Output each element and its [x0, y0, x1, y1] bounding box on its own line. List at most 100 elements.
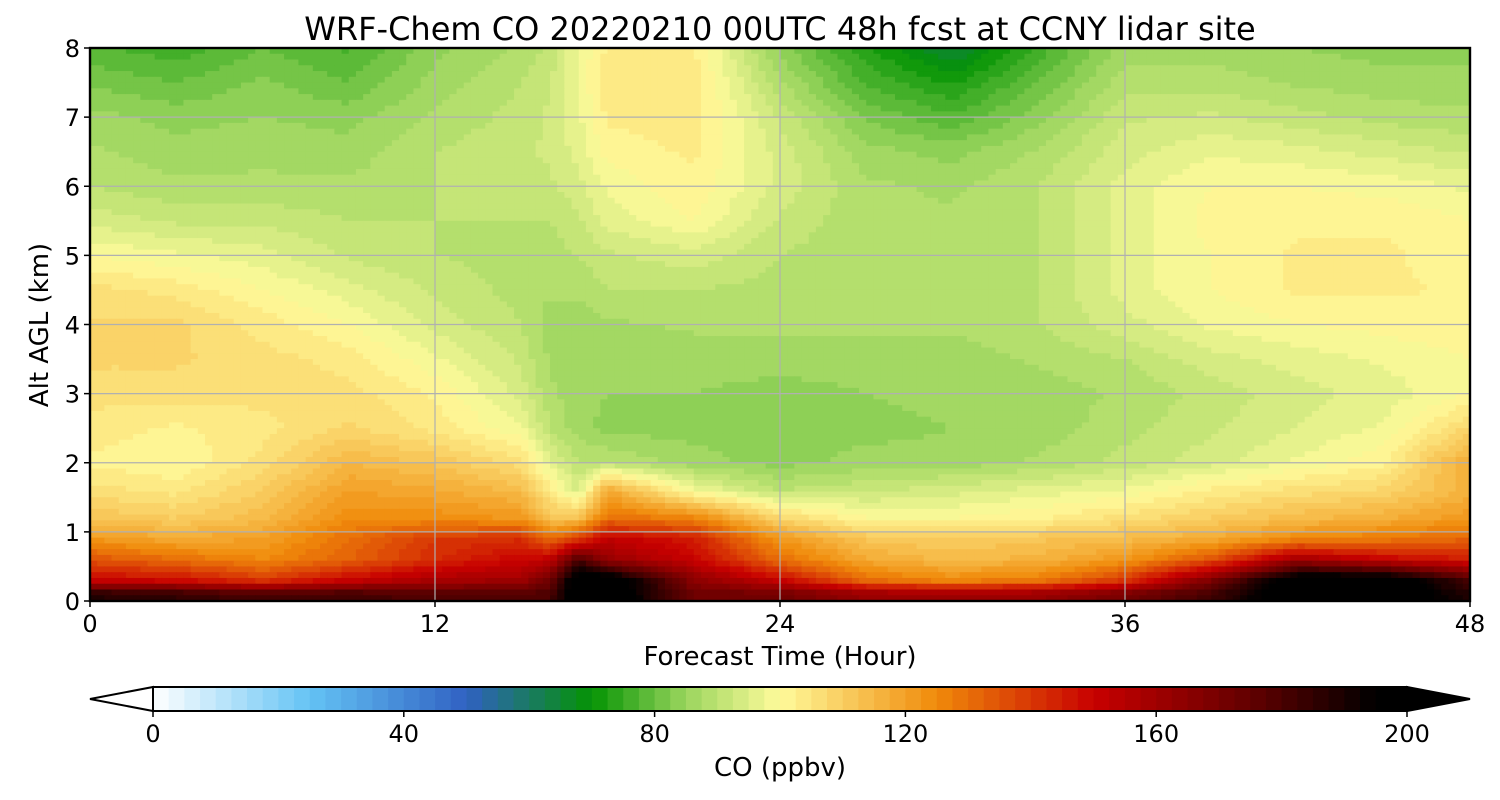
heatmap-cell	[1117, 140, 1126, 147]
heatmap-cell	[391, 76, 400, 84]
heatmap-cell	[571, 53, 580, 61]
heatmap-cell	[959, 140, 968, 147]
heatmap-cell	[1031, 71, 1040, 78]
heatmap-cell	[1053, 174, 1061, 182]
heatmap-cell	[981, 168, 990, 176]
heatmap-cell	[578, 192, 587, 199]
heatmap-cell	[1096, 111, 1105, 118]
heatmap-cell	[133, 59, 141, 66]
heatmap-cell	[1053, 168, 1061, 176]
heatmap-cell	[449, 53, 458, 61]
heatmap-cell	[528, 48, 537, 55]
heatmap-cell	[887, 82, 896, 89]
heatmap-cell	[801, 186, 810, 193]
heatmap-cell	[693, 59, 702, 66]
heatmap-cell	[435, 65, 443, 72]
heatmap-cell	[995, 157, 1004, 164]
heatmap-cell	[1132, 180, 1140, 187]
heatmap-cell	[348, 145, 357, 153]
heatmap-cell	[1160, 105, 1169, 112]
heatmap-cell	[197, 140, 206, 147]
heatmap-cell	[420, 94, 429, 101]
heatmap-cell	[104, 48, 113, 55]
heatmap-cell	[1204, 99, 1212, 107]
heatmap-cell	[499, 105, 508, 112]
heatmap-cell	[161, 48, 170, 55]
heatmap-cell	[1024, 192, 1033, 199]
heatmap-cell	[147, 140, 156, 147]
heatmap-cell	[1175, 76, 1184, 84]
heatmap-cell	[205, 145, 213, 153]
heatmap-cell	[938, 163, 946, 170]
heatmap-cell	[305, 94, 314, 101]
heatmap-cell	[859, 65, 867, 72]
heatmap-cell	[1074, 111, 1083, 118]
heatmap-cell	[370, 111, 379, 118]
heatmap-cell	[1153, 76, 1162, 84]
heatmap-cell	[815, 117, 824, 124]
heatmap-cell	[97, 94, 105, 101]
heatmap-cell	[125, 168, 134, 176]
heatmap-cell	[700, 128, 709, 136]
heatmap-cell	[1340, 168, 1349, 176]
heatmap-cell	[298, 168, 307, 176]
heatmap-cell	[1283, 53, 1291, 61]
heatmap-cell	[1010, 163, 1018, 170]
heatmap-cell	[298, 117, 307, 124]
heatmap-cell	[370, 128, 379, 136]
heatmap-cell	[744, 192, 752, 199]
heatmap-cell	[377, 174, 386, 182]
heatmap-cell	[355, 157, 364, 164]
heatmap-cell	[679, 111, 688, 118]
heatmap-cell	[161, 53, 170, 61]
heatmap-cell	[1376, 192, 1385, 199]
heatmap-cell	[140, 111, 149, 118]
heatmap-cell	[1002, 128, 1011, 136]
heatmap-cell	[248, 117, 256, 124]
heatmap-cell	[1390, 180, 1399, 187]
heatmap-cell	[1362, 76, 1370, 84]
heatmap-cell	[830, 174, 839, 182]
heatmap-cell	[1254, 48, 1263, 55]
heatmap-cell	[463, 82, 472, 89]
heatmap-cell	[722, 111, 731, 118]
heatmap-cell	[715, 53, 724, 61]
heatmap-cell	[514, 186, 522, 193]
heatmap-cell	[1038, 192, 1047, 199]
heatmap-cell	[248, 128, 256, 136]
heatmap-cell	[722, 151, 731, 159]
heatmap-cell	[219, 111, 228, 118]
heatmap-cell	[672, 111, 680, 118]
heatmap-cell	[1038, 117, 1047, 124]
heatmap-cell	[1089, 111, 1097, 118]
heatmap-cell	[1240, 117, 1248, 124]
heatmap-cell	[1204, 140, 1212, 147]
heatmap-cell	[435, 145, 443, 153]
heatmap-cell	[679, 163, 688, 170]
heatmap-cell	[298, 140, 307, 147]
heatmap-cell	[212, 157, 220, 164]
heatmap-cell	[118, 117, 127, 124]
heatmap-cell	[909, 117, 918, 124]
heatmap-cell	[399, 53, 407, 61]
heatmap-cell	[528, 186, 537, 193]
heatmap-cell	[1398, 94, 1406, 101]
heatmap-cell	[923, 59, 932, 66]
heatmap-cell	[1275, 140, 1284, 147]
heatmap-cell	[1146, 157, 1155, 164]
heatmap-cell	[930, 105, 939, 112]
heatmap-cell	[111, 94, 120, 101]
heatmap-cell	[226, 134, 235, 141]
heatmap-cell	[377, 180, 386, 187]
heatmap-cell	[1232, 128, 1241, 136]
heatmap-cell	[406, 174, 415, 182]
heatmap-cell	[1390, 76, 1399, 84]
heatmap-cell	[801, 117, 810, 124]
heatmap-cell	[585, 186, 594, 193]
heatmap-cell	[981, 163, 990, 170]
heatmap-cell	[363, 128, 371, 136]
heatmap-cell	[585, 180, 594, 187]
heatmap-cell	[550, 174, 558, 182]
heatmap-cell	[772, 76, 781, 84]
heatmap-cell	[435, 82, 443, 89]
